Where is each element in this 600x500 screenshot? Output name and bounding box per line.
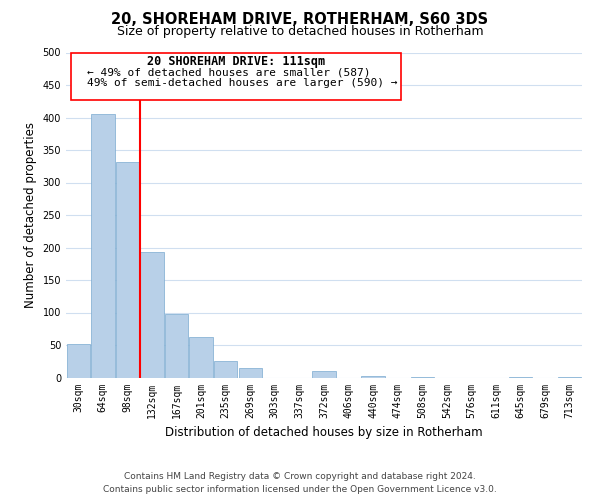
Text: 49% of semi-detached houses are larger (590) →: 49% of semi-detached houses are larger (…	[86, 78, 397, 88]
Bar	[313, 371, 335, 378]
Text: Contains HM Land Registry data © Crown copyright and database right 2024.
Contai: Contains HM Land Registry data © Crown c…	[103, 472, 497, 494]
Bar	[361, 376, 385, 378]
X-axis label: Distribution of detached houses by size in Rotherham: Distribution of detached houses by size …	[165, 426, 483, 439]
Bar	[67, 344, 90, 378]
Bar	[165, 314, 188, 378]
Text: ← 49% of detached houses are smaller (587): ← 49% of detached houses are smaller (58…	[86, 67, 370, 77]
Bar	[509, 377, 532, 378]
Y-axis label: Number of detached properties: Number of detached properties	[24, 122, 37, 308]
FancyBboxPatch shape	[71, 52, 401, 100]
Text: Size of property relative to detached houses in Rotherham: Size of property relative to detached ho…	[116, 25, 484, 38]
Bar	[91, 114, 115, 378]
Bar	[116, 162, 139, 378]
Bar	[190, 336, 213, 378]
Text: 20 SHOREHAM DRIVE: 111sqm: 20 SHOREHAM DRIVE: 111sqm	[147, 55, 325, 68]
Text: 20, SHOREHAM DRIVE, ROTHERHAM, S60 3DS: 20, SHOREHAM DRIVE, ROTHERHAM, S60 3DS	[112, 12, 488, 28]
Bar	[239, 368, 262, 378]
Bar	[140, 252, 164, 378]
Bar	[214, 361, 238, 378]
Bar	[558, 377, 581, 378]
Bar	[410, 377, 434, 378]
